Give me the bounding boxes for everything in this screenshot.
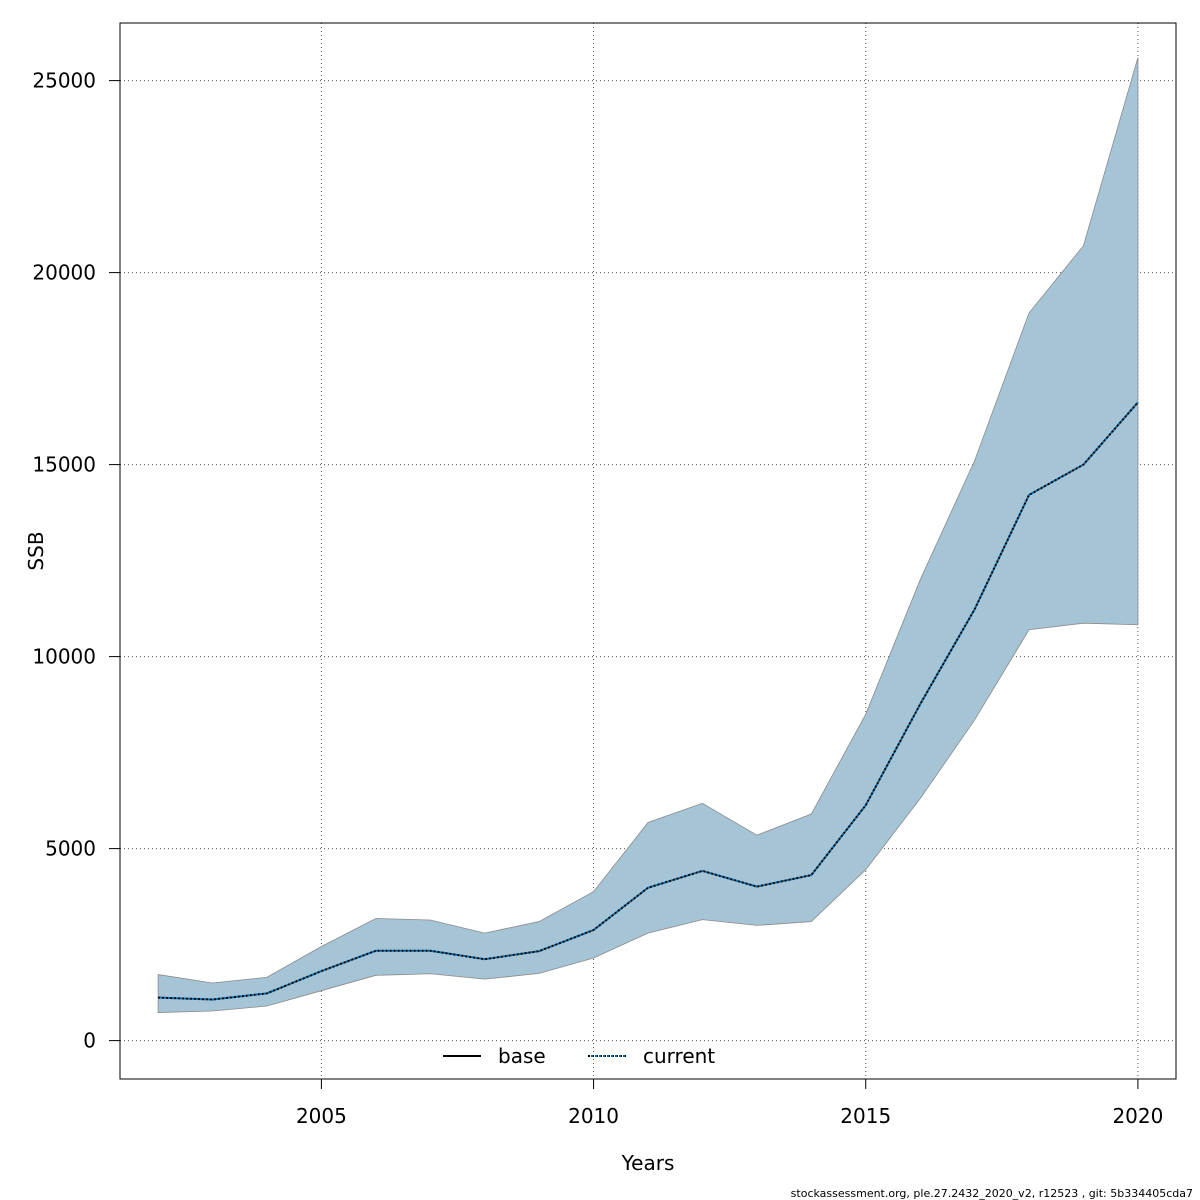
y-tick-label: 0 [83,1029,96,1053]
series-lines [158,401,1139,1001]
confidence-band [157,57,1139,1013]
y-axis: 0 5000 10000 15000 20000 25000 [32,69,120,1053]
series-line-current-overlay [158,401,1139,1001]
x-axis-title: Years [621,1151,675,1175]
y-tick-label: 15000 [32,453,96,477]
footer-credit: stockassessment.org, ple.27.2432_2020_v2… [791,1187,1193,1200]
plot-frame [119,22,1177,1080]
legend: base current [443,1044,715,1068]
x-axis: 2005 2010 2015 2020 [296,1079,1163,1128]
x-tick-label: 2020 [1112,1104,1163,1128]
confidence-band-area [157,57,1139,1013]
y-tick-label: 5000 [45,837,96,861]
y-tick-label: 25000 [32,69,96,93]
legend-base-label: base [498,1044,546,1068]
x-tick-label: 2015 [840,1104,891,1128]
y-tick-label: 20000 [32,261,96,285]
series-line-current [158,401,1139,1001]
x-tick-label: 2010 [568,1104,619,1128]
y-axis-title: SSB [24,531,48,570]
y-tick-label: 10000 [32,645,96,669]
legend-current-label: current [643,1044,715,1068]
x-tick-label: 2005 [296,1104,347,1128]
